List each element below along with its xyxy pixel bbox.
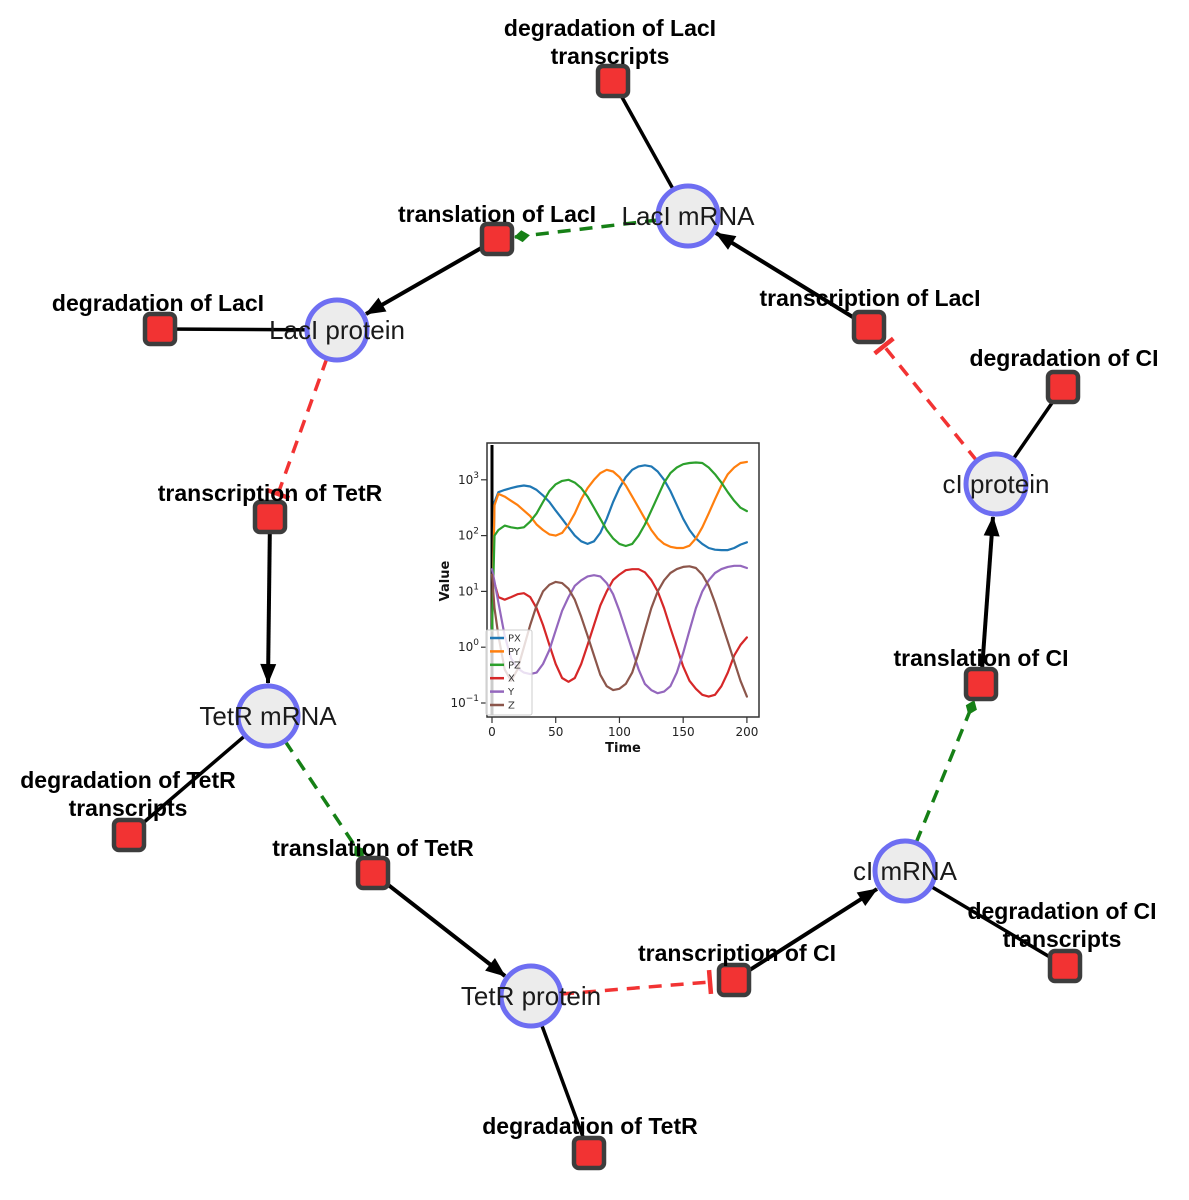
y-tick-label: 102 (458, 527, 479, 543)
y-tick-label: 10−1 (450, 694, 479, 710)
label-translation-tetr: translation of TetR (272, 835, 474, 861)
chart-legend: PX PY PZ XYZ (485, 629, 533, 716)
label-transcription-tetr: transcription of TetR (158, 480, 383, 506)
species-node-laci-protein (304, 297, 370, 363)
edge-translation-ci-to-ci-protein (979, 516, 1000, 685)
edge-transcription-tetr-to-tetr-mrna (260, 516, 277, 684)
species-node-laci-mrna (655, 183, 721, 249)
edge-transcription-laci-to-laci-mrna (714, 231, 871, 329)
species-node-ci-protein (963, 451, 1029, 517)
label-deg-ci: degradation of CI (969, 345, 1158, 371)
labels: degradation of LacI transcripts translati… (20, 15, 1158, 1139)
edge-tetr-mrna-to-translation-tetr (283, 740, 365, 859)
edge-translation-tetr-to-tetr-protein (371, 871, 507, 978)
legend-label-PX: PX (508, 634, 521, 645)
y-tick-label: 101 (458, 582, 479, 598)
label-transcription-laci: transcription of LacI (759, 285, 980, 311)
edge-laci-protein-inhibits-transcription-tetr (265, 357, 329, 501)
reaction-node-transcription-tetr (252, 499, 288, 535)
x-tick-label: 50 (548, 725, 563, 739)
chart-series-PZ (490, 461, 748, 632)
label-ci-mrna: cI mRNA (853, 856, 958, 886)
edge-translation-laci-to-laci-protein (365, 237, 498, 316)
label-deg-laci-transcripts: degradation of LacI transcripts (504, 15, 716, 69)
reaction-nodes (111, 63, 1083, 1171)
legend-label-PZ: PZ (508, 660, 521, 671)
species-nodes (235, 183, 1029, 1029)
reaction-node-transcription-ci (716, 962, 752, 998)
legend-label-PY: PY (508, 647, 521, 658)
chart-ylabel: Value (438, 560, 453, 601)
reaction-node-deg-tetr (571, 1135, 607, 1171)
edge-transcription-ci-to-ci-mrna (732, 887, 879, 982)
reaction-node-translation-tetr (355, 855, 391, 891)
edge-tetr-protein-inhibits-transcription-ci (560, 969, 714, 996)
chart-series-Z (490, 565, 748, 698)
chart-series-PY (490, 460, 748, 632)
species-node-tetr-protein (498, 963, 564, 1029)
label-translation-laci: translation of LacI (398, 201, 596, 227)
edge-ci-mrna-to-translation-ci (914, 700, 977, 844)
reaction-node-transcription-laci (851, 309, 887, 345)
legend-label-X: X (508, 674, 515, 685)
species-node-tetr-mrna (235, 683, 301, 749)
label-ci-protein: cI protein (943, 469, 1050, 499)
species-node-ci-mrna (872, 838, 938, 904)
reaction-node-deg-ci (1045, 369, 1081, 405)
edge-laci-mrna-to-translation-laci (514, 218, 659, 243)
edge-ci-protein-inhibits-transcription-laci (873, 336, 979, 463)
label-deg-tetr-transcripts: degradation of TetR transcripts (20, 767, 236, 821)
y-tick-label: 100 (458, 638, 479, 654)
label-laci-protein: LacI protein (269, 315, 405, 345)
label-deg-tetr: degradation of TetR (482, 1113, 698, 1139)
chart-series-PX (490, 464, 748, 632)
y-tick-label: 103 (458, 471, 479, 487)
chart-frame (486, 442, 760, 718)
label-tetr-protein: TetR protein (461, 981, 601, 1011)
x-tick-label: 150 (672, 725, 695, 739)
label-deg-laci: degradation of LacI (52, 290, 264, 316)
x-tick-label: 0 (488, 725, 496, 739)
label-laci-mrna: LacI mRNA (622, 201, 756, 231)
x-tick-label: 100 (608, 725, 631, 739)
label-tetr-mrna: TetR mRNA (199, 701, 337, 731)
chart-y-ticks: 10−1 100 101 102 103 (450, 471, 487, 710)
chart-x-ticks: 0 50 100 150 200 (488, 717, 758, 739)
reaction-node-deg-ci-transcripts (1047, 948, 1083, 984)
label-deg-ci-transcripts: degradation of CI transcripts (967, 898, 1156, 952)
label-transcription-ci: transcription of CI (638, 940, 836, 966)
legend-label-Z: Z (508, 701, 515, 712)
chart-series-X (490, 568, 748, 698)
legend-label-Y: Y (507, 687, 515, 698)
reaction-node-deg-tetr-transcripts (111, 817, 147, 853)
label-translation-ci: translation of CI (893, 645, 1068, 671)
x-tick-label: 200 (735, 725, 758, 739)
reaction-node-deg-laci (142, 311, 178, 347)
reaction-node-deg-laci-transcripts (595, 63, 631, 99)
reaction-node-translation-ci (963, 666, 999, 702)
chart-xlabel: Time (605, 741, 641, 756)
reaction-node-translation-laci (479, 221, 515, 257)
